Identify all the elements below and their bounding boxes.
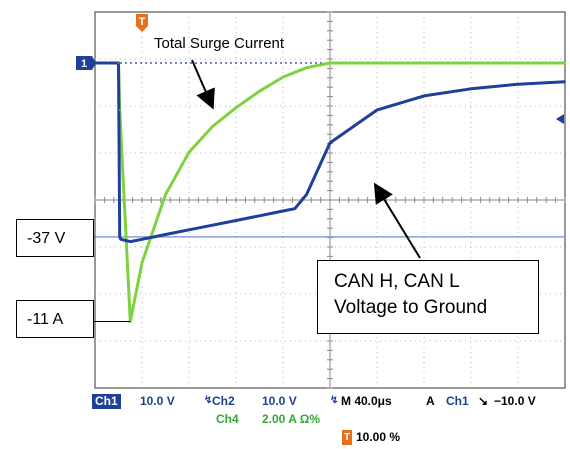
ch4-label: Ch4 <box>216 412 239 426</box>
voltage-point <box>120 238 122 241</box>
current-point <box>235 106 237 109</box>
ch2-coupling-icon: ↯ <box>204 395 213 406</box>
surge-arrow <box>191 59 215 110</box>
trigger-position-value: 10.00 % <box>356 430 401 444</box>
svg-text:1: 1 <box>81 58 87 70</box>
current-point <box>423 62 425 64</box>
total-surge-label: Total Surge Current <box>154 35 285 52</box>
current-point <box>117 62 120 64</box>
annotation-arrows <box>94 59 421 322</box>
voltage-point <box>305 193 308 196</box>
voltage-point <box>470 88 472 90</box>
voltage-point <box>329 142 331 144</box>
current-point <box>376 62 378 64</box>
voltage-point <box>376 109 378 111</box>
voltage-point <box>164 233 167 236</box>
current-point <box>517 62 519 64</box>
voltage-point <box>129 240 132 243</box>
timebase: M 40.0μs <box>341 394 392 408</box>
trigger-mode: A <box>426 394 435 408</box>
current-point <box>282 76 284 78</box>
ch2-label: Ch2 <box>212 394 235 408</box>
current-point <box>329 62 331 64</box>
current-point <box>118 109 121 111</box>
current-point <box>123 203 126 205</box>
can-callout-line2: Voltage to Ground <box>334 297 488 318</box>
current-point <box>258 90 261 92</box>
ch1-offscreen-arrow <box>556 114 564 124</box>
voltage-point <box>282 210 284 212</box>
current-point <box>211 125 214 128</box>
voltage-point <box>141 238 143 241</box>
current-point <box>188 151 190 154</box>
voltage-point <box>118 236 121 238</box>
voltage-point <box>188 229 190 231</box>
voltage-point <box>235 219 237 222</box>
voltage-level-callout: -37 V <box>16 219 94 257</box>
voltage-point <box>517 83 519 85</box>
voltage-point <box>423 95 425 97</box>
ch2-scale: 10.0 V <box>262 394 297 408</box>
voltage-point <box>258 214 261 217</box>
trigger-channel: Ch1 <box>446 394 469 408</box>
current-point <box>164 193 167 196</box>
trigger-level: −10.0 V <box>494 394 536 408</box>
can-callout-line1: CAN H, CAN L <box>334 271 460 292</box>
can-arrow <box>373 182 421 259</box>
trigger-position-marker: T <box>136 14 148 32</box>
trigger-slope-icon: ↘ <box>478 394 489 408</box>
ch1-scale: 10.0 V <box>140 394 175 408</box>
current-point <box>141 261 143 264</box>
current-point <box>470 62 472 64</box>
current-peak-callout: -11 A <box>16 300 94 338</box>
ch1-badge: Ch1 <box>92 394 121 409</box>
current-point <box>564 62 566 64</box>
current-point <box>305 66 308 69</box>
ch1-ground-marker: 1 <box>76 56 96 70</box>
voltage-point <box>211 224 214 226</box>
trigger-position-icon: T <box>342 430 353 445</box>
can-voltage-callout: CAN H, CAN L Voltage to Ground <box>317 260 539 334</box>
voltage-point <box>293 207 296 210</box>
voltage-point <box>564 81 566 83</box>
voltage-trace-ch2 <box>95 61 566 244</box>
ch4-scale: 2.00 A Ω% <box>262 412 321 426</box>
bw-limit-icon: ↯ <box>330 395 339 406</box>
svg-text:T: T <box>139 16 146 28</box>
